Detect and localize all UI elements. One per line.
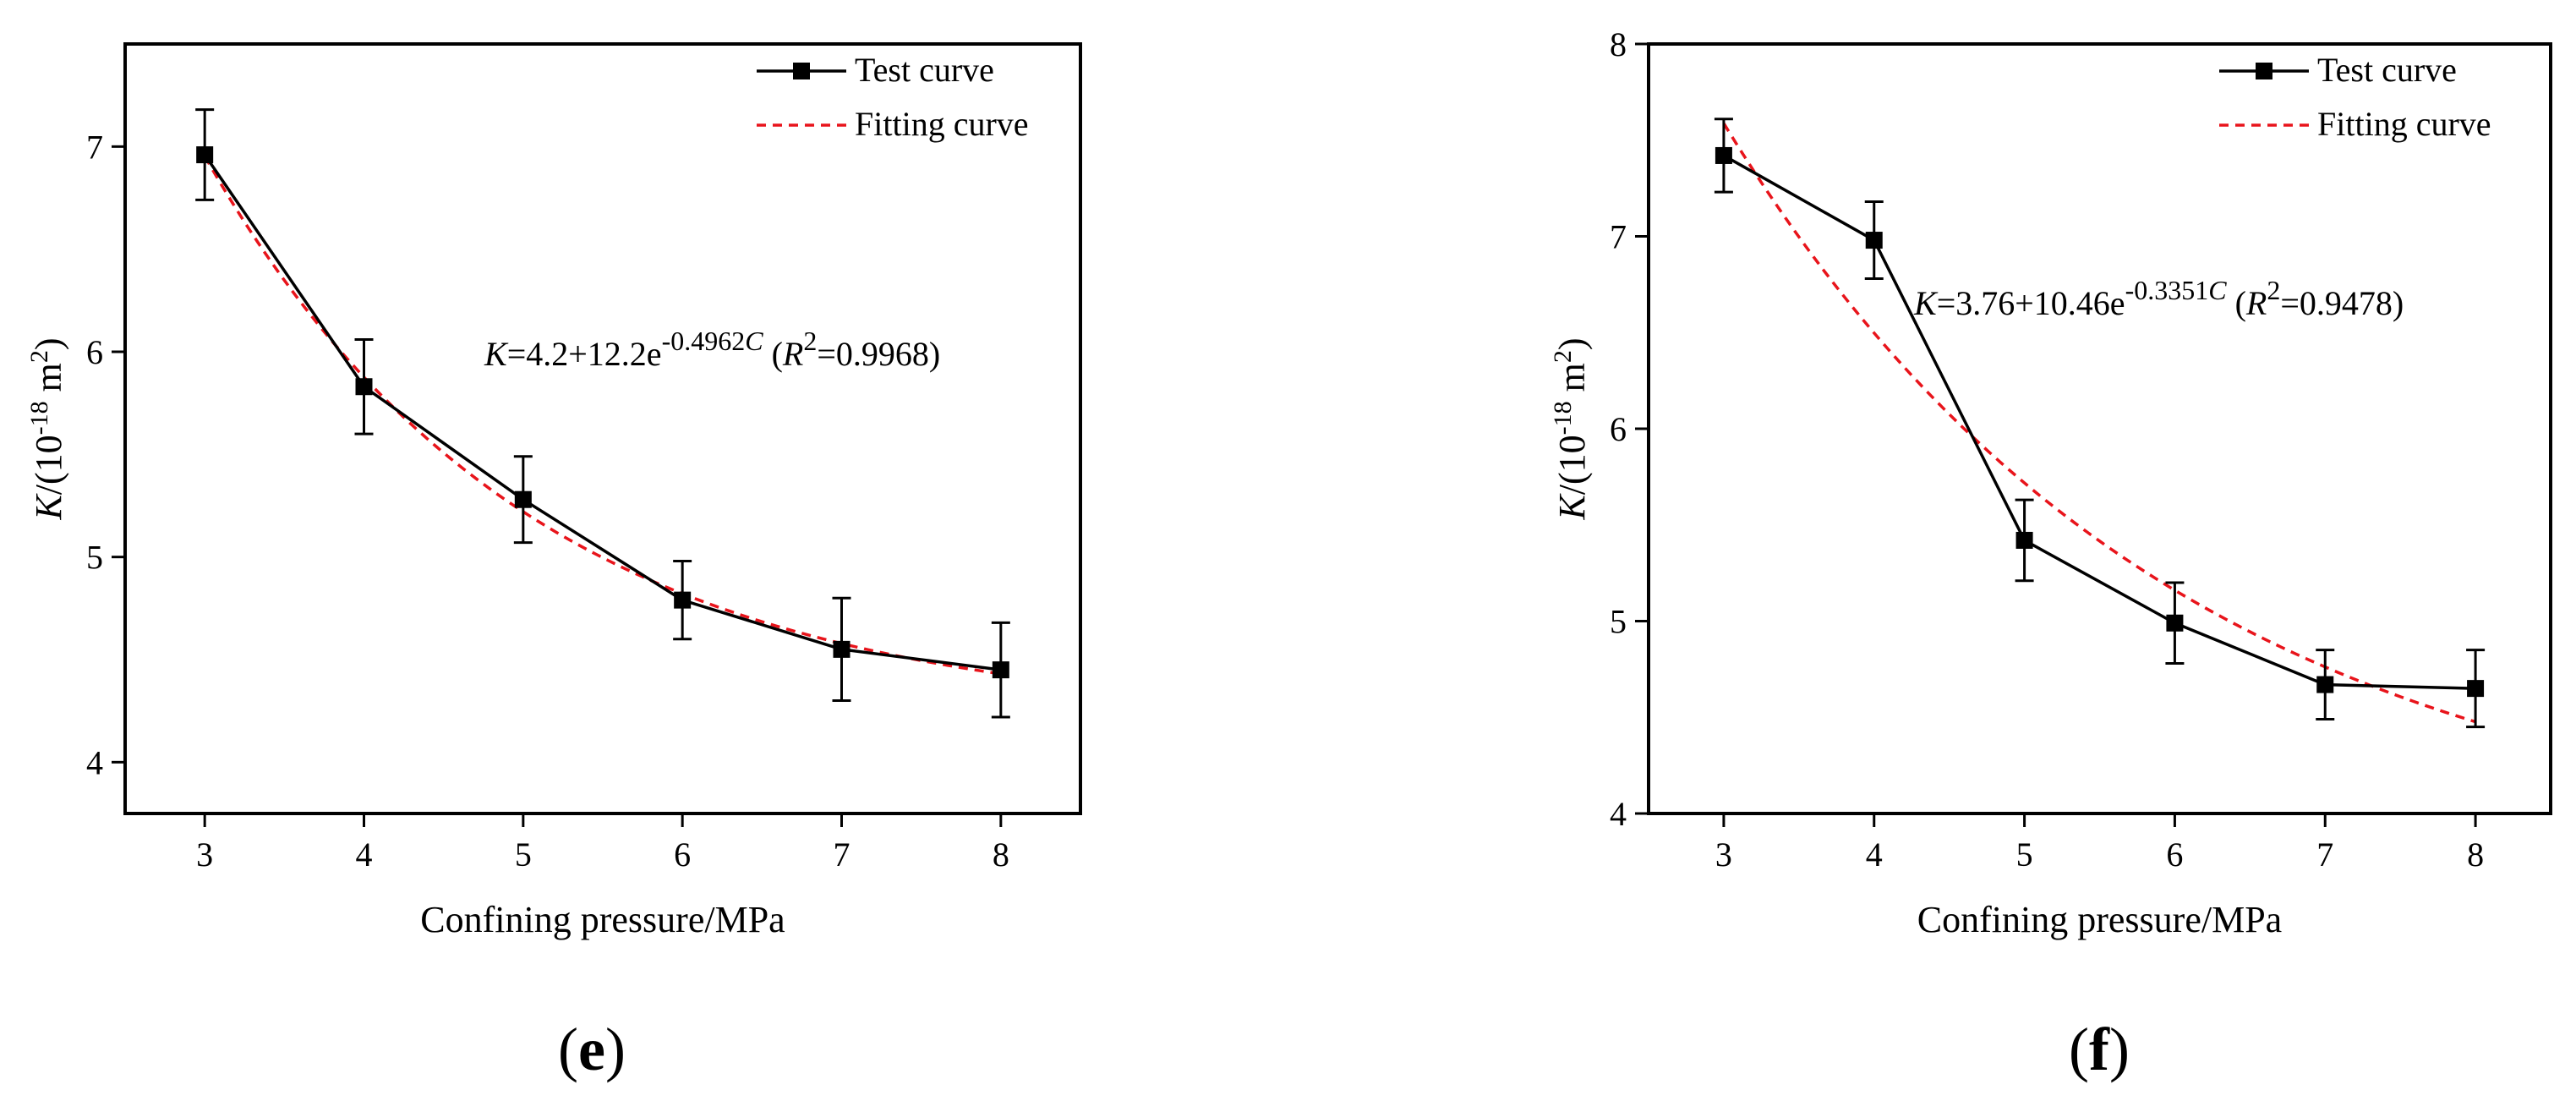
x-axis-label: Confining pressure/MPa: [1917, 899, 2282, 940]
x-tick-label: 4: [1866, 835, 1883, 874]
test-data-point: [2166, 614, 2184, 632]
y-tick-label: 7: [1610, 218, 1627, 256]
y-tick-label: 4: [1610, 795, 1627, 833]
fit-equation: K=3.76+10.46e-0.3351C (R2=0.9478): [1913, 275, 2404, 322]
legend: Test curve Fitting curve: [757, 51, 1029, 143]
legend-test-marker: [793, 63, 810, 79]
x-tick-label: 6: [2166, 835, 2183, 874]
test-data-point: [514, 490, 532, 508]
x-tick-label: 3: [196, 835, 213, 874]
legend-test-label: Test curve: [855, 51, 994, 89]
y-tick-label: 5: [86, 539, 103, 577]
fit-equation: K=4.2+12.2e-0.4962C (R2=0.9968): [484, 326, 940, 373]
x-tick-label: 5: [515, 835, 532, 874]
legend: Test curve Fitting curve: [2219, 51, 2491, 143]
test-data-point: [992, 661, 1009, 679]
legend-test-label: Test curve: [2317, 51, 2457, 89]
panel-label: (f): [2069, 1016, 2130, 1083]
test-data-point: [674, 591, 692, 609]
test-data-point: [2316, 676, 2334, 693]
legend-fit-label: Fitting curve: [855, 105, 1029, 143]
x-tick-label: 5: [2016, 835, 2033, 874]
y-tick-label: 6: [86, 333, 103, 371]
x-tick-label: 7: [2316, 835, 2333, 874]
x-tick-label: 7: [834, 835, 850, 874]
legend-test-marker: [2256, 63, 2272, 79]
test-data-point: [1715, 146, 1732, 164]
x-tick-label: 6: [674, 835, 691, 874]
test-data-point: [196, 146, 214, 164]
y-axis-label: K/(10-18 m2): [1549, 337, 1593, 520]
test-data-point: [2015, 531, 2033, 549]
x-axis-label: Confining pressure/MPa: [420, 899, 785, 940]
y-tick-label: 4: [86, 743, 103, 781]
test-curve-line: [203, 154, 1002, 671]
x-tick-label: 3: [1715, 835, 1732, 874]
test-data-point: [2467, 680, 2485, 698]
y-tick-label: 6: [1610, 410, 1627, 448]
chart-panel-0: 3 4 5 6 7 8 4 5 6 7 Confining pressure/MPa K/(10-18…: [25, 42, 1082, 1083]
test-data-point: [355, 378, 373, 396]
y-tick-label: 5: [1610, 603, 1627, 641]
chart-panel-1: 3 4 5 6 7 8 4 5 6 7 8 Confining pressure/MPa K/(10-1…: [1549, 25, 2552, 1083]
x-tick-label: 8: [2467, 835, 2484, 874]
test-curve-line: [1723, 154, 2476, 690]
plot-frame: [123, 42, 1082, 815]
y-axis-label: K/(10-18 m2): [25, 337, 69, 520]
legend-fit-label: Fitting curve: [2317, 105, 2491, 143]
test-data-point: [1865, 232, 1883, 249]
y-tick-label: 7: [86, 128, 103, 166]
x-tick-label: 8: [993, 835, 1009, 874]
x-tick-label: 4: [356, 835, 373, 874]
panel-label: (e): [558, 1016, 626, 1083]
fitting-curve-line: [1722, 122, 2476, 724]
test-data-point: [833, 640, 850, 658]
y-tick-label: 8: [1610, 25, 1627, 63]
